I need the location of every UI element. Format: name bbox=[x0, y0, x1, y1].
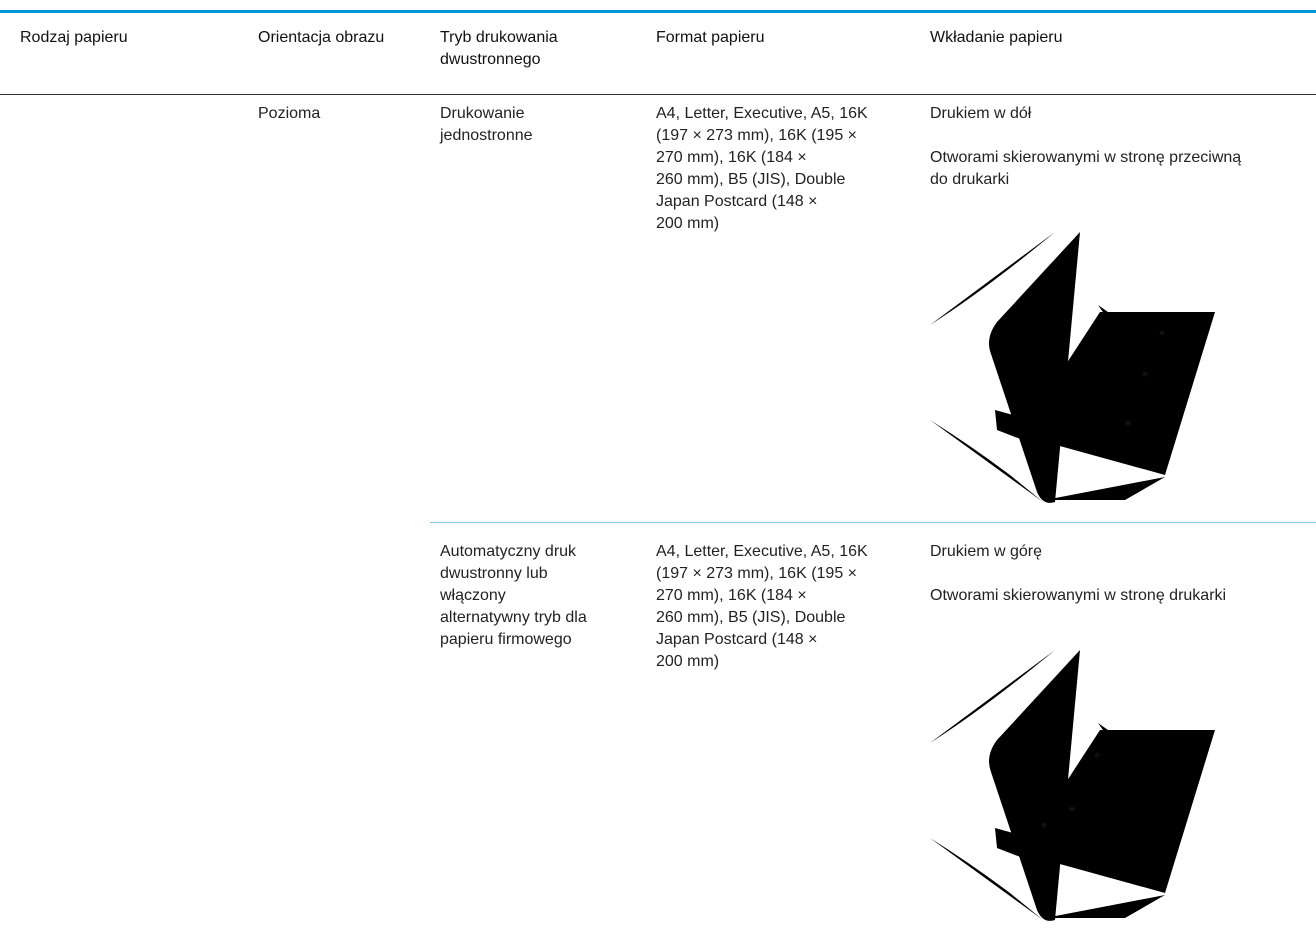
text-line: 200 mm) bbox=[656, 653, 720, 670]
column-header: Tryb drukowania dwustronnego bbox=[440, 27, 558, 71]
paper-format: A4, Letter, Executive, A5, 16K (197 × 273… bbox=[656, 541, 868, 673]
text-line: Otworami skierowanymi w stronę drukarki bbox=[930, 587, 1227, 604]
text-line: dwustronnego bbox=[440, 51, 541, 68]
text-line: włączony bbox=[440, 587, 506, 604]
text-line: dwustronny lub bbox=[440, 565, 548, 582]
text-line: Drukowanie bbox=[440, 105, 525, 122]
text-line: jednostronne bbox=[440, 127, 533, 144]
loading-paragraph: Drukiem w dół bbox=[930, 103, 1031, 125]
text-line: do drukarki bbox=[930, 171, 1010, 188]
text-line: 270 mm), 16K (184 × bbox=[656, 149, 807, 166]
column-header: Wkładanie papieru bbox=[930, 29, 1063, 46]
loading-paragraph: Drukiem w górę bbox=[930, 541, 1042, 563]
header-rule bbox=[0, 94, 1316, 95]
column-header: Rodzaj papieru bbox=[20, 29, 128, 46]
text-line: A4, Letter, Executive, A5, 16K bbox=[656, 543, 868, 560]
duplex-mode: Automatyczny druk dwustronny lub włączony a… bbox=[440, 541, 587, 651]
row-rule bbox=[430, 522, 1316, 523]
loading-paragraph: Otworami skierowanymi w stronę drukarki bbox=[930, 585, 1226, 607]
duplex-mode: Drukowanie jednostronne bbox=[440, 103, 533, 147]
text-line: Japan Postcard (148 × bbox=[656, 193, 818, 210]
tray-illustration bbox=[930, 230, 1215, 503]
top-rule bbox=[0, 10, 1316, 13]
text-line: (197 × 273 mm), 16K (195 × bbox=[656, 127, 857, 144]
text-line: 260 mm), B5 (JIS), Double bbox=[656, 609, 846, 626]
text-line: Otworami skierowanymi w stronę przeciwną bbox=[930, 149, 1242, 166]
loading-paragraph: Otworami skierowanymi w stronę przeciwną… bbox=[930, 147, 1241, 191]
text-line: Automatyczny druk bbox=[440, 543, 577, 560]
text-line: Drukiem w górę bbox=[930, 543, 1043, 560]
text-line: 270 mm), 16K (184 × bbox=[656, 587, 807, 604]
text-line: (197 × 273 mm), 16K (195 × bbox=[656, 565, 857, 582]
text-line: A4, Letter, Executive, A5, 16K bbox=[656, 105, 868, 122]
text-line: 200 mm) bbox=[656, 215, 720, 232]
text-line: Drukiem w dół bbox=[930, 105, 1032, 122]
paper-format: A4, Letter, Executive, A5, 16K (197 × 273… bbox=[656, 103, 868, 235]
text-line: alternatywny tryb dla bbox=[440, 609, 587, 626]
column-header: Format papieru bbox=[656, 29, 765, 46]
text-line: Japan Postcard (148 × bbox=[656, 631, 818, 648]
column-header: Orientacja obrazu bbox=[258, 29, 385, 46]
text-line: Tryb drukowania bbox=[440, 29, 558, 46]
tray-illustration bbox=[930, 648, 1215, 921]
text-line: papieru firmowego bbox=[440, 631, 572, 648]
orientation: Pozioma bbox=[258, 105, 321, 122]
text-line: 260 mm), B5 (JIS), Double bbox=[656, 171, 846, 188]
